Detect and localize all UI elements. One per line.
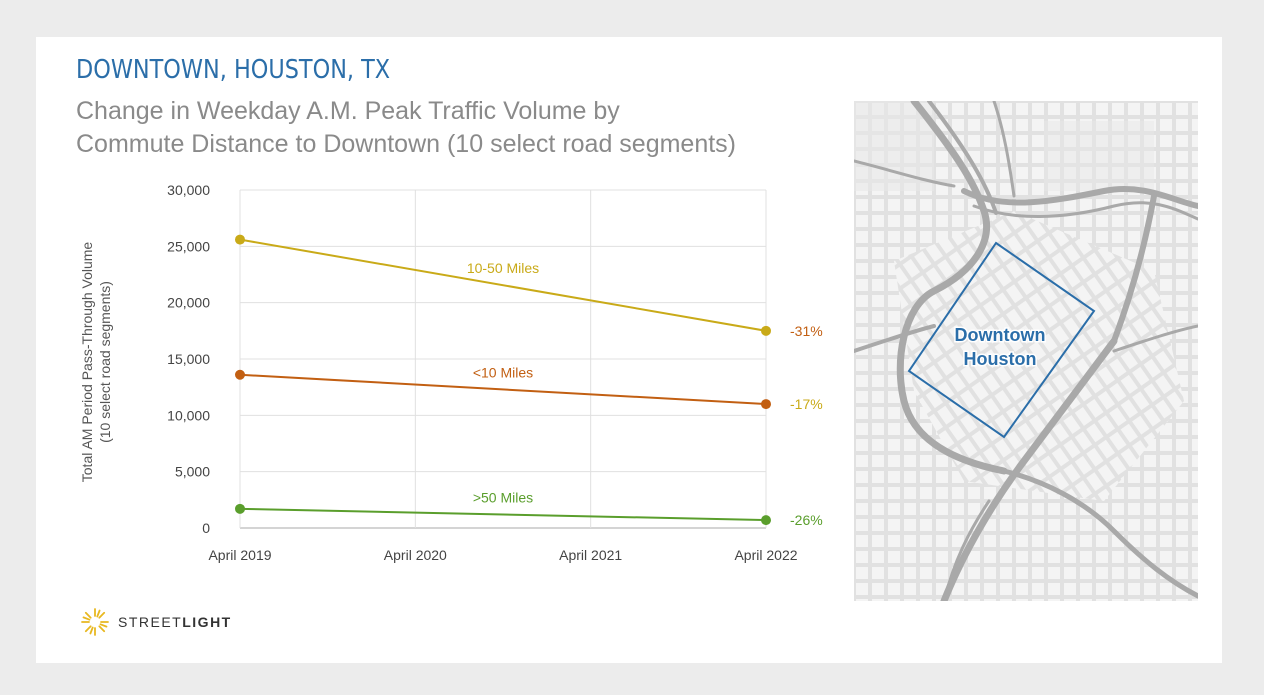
- x-tick-label: April 2020: [384, 547, 447, 563]
- chart-subtitle: Change in Weekday A.M. Peak Traffic Volu…: [76, 95, 736, 161]
- series-name-label: >50 Miles: [473, 489, 533, 505]
- map-label-line-2: Houston: [964, 349, 1037, 369]
- x-tick-label: April 2019: [208, 547, 271, 563]
- series-line: [239, 373, 767, 406]
- change-label: -17%: [790, 396, 823, 412]
- data-point: [761, 325, 771, 336]
- brand-logo: STREETLIGHT: [80, 607, 232, 637]
- y-tick-label: 5,000: [175, 464, 210, 480]
- series-line: [239, 507, 767, 522]
- change-label: -31%: [790, 323, 823, 339]
- y-tick-label: 0: [202, 520, 210, 536]
- y-tick-label: 15,000: [167, 351, 210, 367]
- y-tick-label: 25,000: [167, 238, 210, 254]
- brand-name-bold: LIGHT: [182, 614, 232, 630]
- downtown-outline: [907, 241, 1096, 439]
- line-chart: 30,000 25,000 20,000 15,000 10,000 5,000 0 Apri…: [79, 182, 823, 563]
- data-point: [761, 399, 771, 410]
- x-tick-label: April 2022: [734, 547, 797, 563]
- chart-card: DOWNTOWN, HOUSTON, TX Change in Weekday …: [36, 37, 1222, 663]
- series-line: [239, 238, 767, 332]
- data-point: [235, 369, 245, 380]
- change-label: -26%: [790, 512, 823, 528]
- data-point: [761, 515, 771, 526]
- subtitle-line-1: Change in Weekday A.M. Peak Traffic Volu…: [76, 97, 620, 125]
- data-point: [235, 234, 245, 245]
- x-tick-label: April 2021: [559, 547, 622, 563]
- y-tick-label: 20,000: [167, 295, 210, 311]
- series-name-label: 10-50 Miles: [467, 260, 539, 276]
- y-tick-label: 30,000: [167, 182, 210, 198]
- y-tick-label: 10,000: [167, 407, 210, 423]
- map-label-line-1: Downtown: [955, 325, 1046, 345]
- downtown-map: Downtown Houston: [854, 101, 1198, 601]
- page-title: DOWNTOWN, HOUSTON, TX: [76, 55, 391, 85]
- y-axis-label: Total AM Period Pass-Through Volume (10 s…: [79, 242, 113, 483]
- sunburst-icon: [81, 608, 109, 636]
- data-point: [235, 503, 245, 514]
- brand-name-light: STREET: [118, 614, 183, 630]
- series-name-label: <10 Miles: [473, 364, 533, 380]
- brand-name: STREETLIGHT: [118, 614, 232, 630]
- subtitle-line-2: Commute Distance to Downtown (10 select …: [76, 130, 737, 158]
